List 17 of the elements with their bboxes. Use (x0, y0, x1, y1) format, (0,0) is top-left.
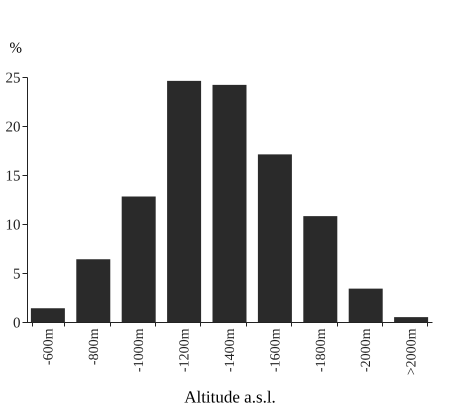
x-tick-label: -600m (41, 328, 56, 366)
y-tick-label: 25 (6, 70, 20, 86)
x-tick-label: >2000m (404, 328, 420, 376)
y-tick-label: 0 (13, 316, 20, 332)
x-tick-label: -1400m (223, 328, 238, 372)
x-tick-label: -2000m (359, 328, 374, 372)
y-tick-label: 15 (6, 168, 20, 184)
x-tick-label: -1800m (314, 328, 329, 372)
x-tick-label: -1000m (132, 328, 148, 372)
y-axis-title: % (10, 40, 22, 56)
x-axis-title: Altitude a.s.l. (184, 387, 276, 406)
y-tick-label: 20 (6, 120, 20, 136)
x-tick-label: -800m (86, 328, 102, 366)
x-tick-label: -1200m (178, 328, 193, 372)
y-tick-label: 5 (13, 266, 20, 282)
y-tick-label: 10 (6, 218, 20, 234)
x-tick-label: -1600m (268, 328, 284, 372)
